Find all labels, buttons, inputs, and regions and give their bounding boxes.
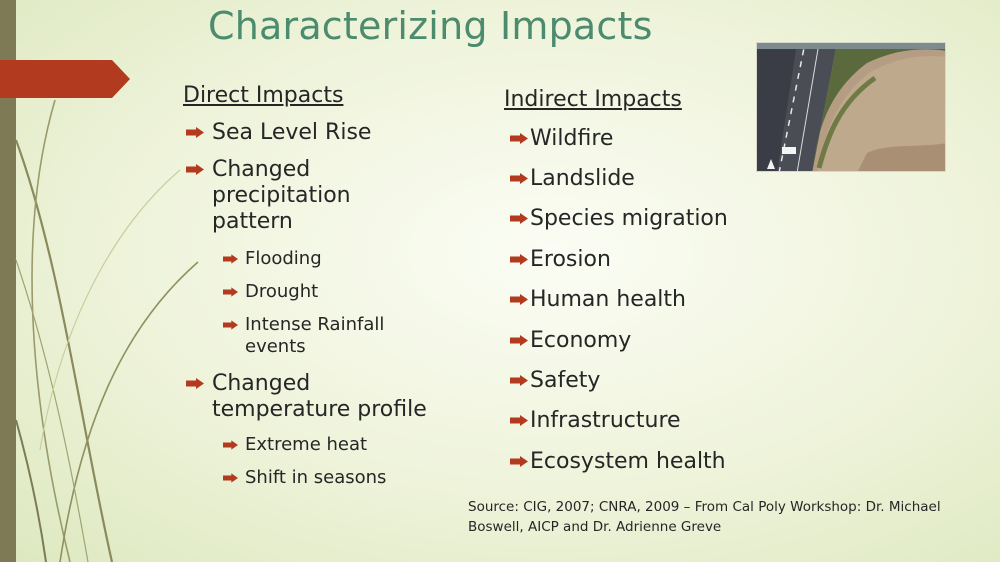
arrow-bullet-icon	[510, 213, 528, 224]
arrow-bullet-icon	[510, 173, 528, 184]
list-item: Erosion	[530, 247, 611, 272]
list-item: Ecosystem health	[530, 449, 726, 474]
arrow-bullet-icon	[186, 164, 204, 175]
arrow-bullet-icon	[510, 254, 528, 265]
list-item: Infrastructure	[530, 408, 681, 433]
list-item: Species migration	[530, 206, 728, 231]
left-side-bar	[0, 0, 16, 562]
arrow-bullet-icon	[223, 320, 238, 330]
slide-title: Characterizing Impacts	[208, 4, 653, 48]
arrow-bullet-icon	[186, 378, 204, 389]
list-item: Sea Level Rise	[212, 120, 372, 145]
landslide-photo	[756, 42, 946, 172]
arrow-bullet-icon	[186, 127, 204, 138]
arrow-bullet-icon	[223, 254, 238, 264]
arrow-bullet-icon	[223, 440, 238, 450]
arrow-bullet-icon	[223, 287, 238, 297]
source-citation: Source: CIG, 2007; CNRA, 2009 – From Cal…	[468, 499, 941, 535]
arrow-bullet-icon	[510, 294, 528, 305]
list-item: Flooding	[245, 248, 322, 269]
list-item: Economy	[530, 328, 632, 353]
list-item: Drought	[245, 281, 319, 302]
decorative-stems	[14, 99, 199, 562]
arrow-bullet-icon	[510, 133, 528, 144]
list-item: Safety	[530, 368, 601, 393]
list-item: Shift in seasons	[245, 467, 387, 488]
list-item: Changed precipitation pattern	[212, 157, 351, 234]
list-item: Intense Rainfall events	[245, 314, 385, 357]
list-item: Wildfire	[530, 126, 614, 151]
direct-impacts-heading: Direct Impacts	[183, 83, 344, 108]
indirect-impacts-heading: Indirect Impacts	[504, 87, 682, 112]
list-item: Landslide	[530, 166, 635, 191]
arrow-bullet-icon	[510, 335, 528, 346]
arrow-bullet-icon	[510, 415, 528, 426]
arrow-bullet-icon	[510, 375, 528, 386]
arrow-bullet-icon	[223, 473, 238, 483]
list-item: Extreme heat	[245, 434, 368, 455]
list-item: Changed temperature profile	[212, 371, 427, 422]
list-item: Human health	[530, 287, 686, 312]
title-tab-arrow	[0, 60, 130, 98]
arrow-bullet-icon	[510, 456, 528, 467]
